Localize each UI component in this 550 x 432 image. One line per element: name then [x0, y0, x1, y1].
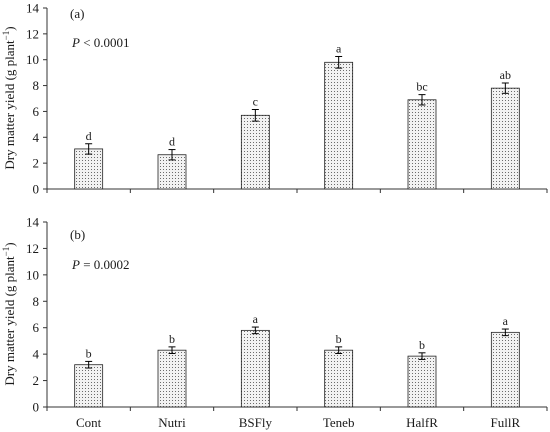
y-tick-label: 0: [33, 182, 40, 197]
panel-label: (b): [70, 227, 85, 242]
y-tick-label: 4: [33, 130, 40, 145]
bar-teneb: [324, 349, 354, 408]
p-value-annotation: P = 0.0002: [71, 257, 130, 272]
y-axis-label-main: Dry matter yield (g plant: [2, 256, 17, 386]
y-tick-label: 12: [26, 26, 39, 41]
y-tick-label: 2: [33, 156, 40, 171]
p-symbol: P: [71, 257, 80, 272]
p-value-text: < 0.0001: [80, 35, 130, 50]
y-axis-label: Dry matter yield (g plant−1): [1, 242, 17, 385]
y-axis-label-main: Dry matter yield (g plant: [2, 40, 17, 170]
significance-letter: a: [503, 314, 509, 328]
panel-a: 0 2 4 6 8 10 12 14 d d c a bc ab (a) P < 0.0001 Dry matt…: [1, 1, 548, 197]
p-symbol: P: [71, 35, 80, 50]
bar-bsfly: [240, 329, 270, 408]
significance-letter: bc: [416, 80, 427, 94]
y-tick-label: 14: [26, 1, 40, 16]
significance-letter: b: [419, 338, 425, 352]
significance-letter: a: [336, 41, 342, 55]
x-tick-label: Teneb: [323, 415, 355, 430]
x-tick-label: Nutri: [158, 415, 186, 430]
y-axis-label-sup: −1: [1, 31, 11, 41]
y-tick-label: 8: [33, 78, 40, 93]
bar-bsfly: [240, 114, 270, 190]
x-tick-label: FullR: [491, 415, 521, 430]
panel-label: (a): [70, 6, 84, 21]
y-tick-label: 8: [33, 294, 40, 309]
bar-fullr: [490, 331, 520, 408]
significance-letter: ab: [500, 68, 511, 82]
significance-letter: c: [253, 94, 258, 108]
p-value-text: = 0.0002: [80, 257, 130, 272]
y-tick-label: 10: [26, 52, 39, 67]
significance-letter: d: [169, 135, 175, 149]
bar-cont: [74, 148, 104, 190]
bar-nutri: [157, 154, 187, 190]
x-tick-label: Cont: [76, 415, 102, 430]
bar-nutri: [157, 349, 187, 408]
y-axis-label-sup: −1: [1, 247, 11, 257]
x-tick-label: BSFly: [239, 415, 273, 430]
significance-letter: b: [86, 346, 92, 360]
significance-letter: d: [86, 129, 92, 143]
y-axis-label-close: ): [2, 242, 17, 246]
y-tick-label: 14: [26, 215, 40, 230]
y-tick-label: 2: [33, 373, 40, 388]
significance-letter: a: [253, 312, 259, 326]
x-tick-label: HalfR: [406, 415, 438, 430]
bar-cont: [74, 364, 104, 408]
bar-fullr: [490, 87, 520, 190]
y-axis-label-close: ): [2, 26, 17, 30]
y-tick-label: 12: [26, 241, 39, 256]
bar-halfr: [407, 99, 437, 190]
y-axis-label: Dry matter yield (g plant−1): [1, 26, 17, 169]
bar-halfr: [407, 355, 437, 408]
y-tick-label: 0: [33, 400, 40, 415]
y-tick-label: 6: [33, 320, 40, 335]
y-tick-label: 4: [33, 347, 40, 362]
bar-teneb: [324, 61, 354, 190]
panel-b: 0 2 4 6 8 10 12 14 b Cont b Nutri a BSFly b Teneb b HalfR…: [1, 215, 548, 430]
significance-letter: b: [169, 332, 175, 346]
significance-letter: b: [336, 332, 342, 346]
y-tick-label: 10: [26, 267, 39, 282]
y-tick-label: 6: [33, 104, 40, 119]
p-value-annotation: P < 0.0001: [71, 35, 130, 50]
